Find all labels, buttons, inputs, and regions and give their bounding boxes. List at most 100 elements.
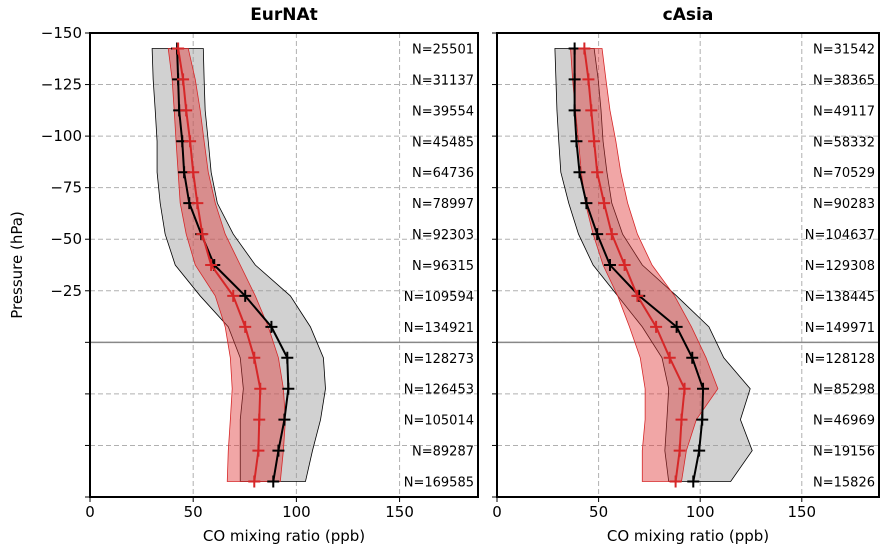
- y-axis-label: Pressure (hPa): [8, 211, 26, 319]
- mean-marker: [582, 73, 595, 86]
- sample-count: N=39554: [412, 104, 474, 119]
- mean-marker: [187, 166, 200, 179]
- mean-marker: [591, 228, 604, 241]
- sample-count: N=149971: [805, 321, 875, 336]
- mean-marker: [177, 73, 190, 86]
- sample-count: N=25501: [412, 42, 474, 57]
- mean-marker: [696, 413, 709, 426]
- sample-count: N=89287: [412, 445, 474, 460]
- mean-marker: [678, 382, 691, 395]
- axes-frame: [496, 32, 880, 498]
- mean-marker: [191, 197, 204, 210]
- x-tick-label: 0: [85, 503, 95, 521]
- sample-count: N=85298: [813, 383, 875, 398]
- y-tick-label: −75: [50, 179, 82, 197]
- mean-marker: [239, 320, 252, 333]
- mean-marker: [588, 135, 601, 148]
- mean-marker: [205, 259, 218, 271]
- mean-marker: [239, 289, 252, 302]
- sample-count: N=15826: [813, 476, 875, 491]
- sample-count: N=38365: [813, 73, 875, 88]
- mean-marker: [675, 413, 688, 426]
- sample-count: N=96315: [412, 259, 474, 274]
- sample-count: N=45485: [412, 135, 474, 150]
- y-tick-label: −100: [41, 127, 82, 145]
- x-axis-label: CO mixing ratio (ppb): [203, 527, 365, 545]
- sample-count: N=31137: [412, 73, 474, 88]
- mean-marker: [248, 351, 261, 364]
- mean-marker: [254, 382, 267, 395]
- mean-marker: [687, 475, 700, 488]
- mean-marker: [693, 444, 706, 457]
- sample-count: N=70529: [813, 166, 875, 181]
- mean-marker: [272, 444, 285, 457]
- mean-marker: [172, 42, 185, 55]
- sample-count: N=134921: [404, 321, 474, 336]
- sample-count: N=49117: [813, 104, 875, 119]
- sample-count: N=109594: [404, 290, 474, 305]
- spread-band: [570, 48, 719, 482]
- sample-count: N=58332: [813, 135, 875, 150]
- mean-marker: [580, 197, 593, 210]
- mean-marker: [618, 259, 631, 271]
- y-tick-label: −150: [41, 24, 82, 42]
- sample-count: N=138445: [805, 290, 875, 305]
- mean-marker: [267, 475, 280, 488]
- mean-marker: [265, 320, 278, 333]
- mean-marker: [585, 104, 598, 117]
- mean-marker: [573, 166, 586, 179]
- y-tick-label: −50: [50, 230, 82, 248]
- mean-marker: [568, 73, 581, 86]
- mean-marker: [669, 475, 682, 488]
- mean-marker: [278, 413, 291, 426]
- y-tick-label: −125: [41, 76, 82, 94]
- mean-marker: [631, 289, 644, 302]
- mean-marker: [253, 413, 266, 426]
- sample-count: N=64736: [412, 166, 474, 181]
- sample-count: N=128273: [404, 352, 474, 367]
- mean-marker: [673, 444, 686, 457]
- panel-title: cAsia: [663, 5, 714, 25]
- axes-frame: [89, 32, 479, 498]
- mean-marker: [227, 289, 240, 302]
- mean-marker: [578, 42, 591, 55]
- mean-marker: [598, 197, 611, 210]
- mean-marker: [568, 104, 581, 117]
- sample-count: N=129308: [805, 259, 875, 274]
- mean-marker: [686, 351, 699, 364]
- mean-marker: [670, 320, 683, 333]
- sample-count: N=31542: [813, 42, 875, 57]
- x-tick-label: 50: [184, 503, 203, 521]
- x-tick-label: 150: [385, 503, 414, 521]
- sample-count: N=92303: [412, 228, 474, 243]
- mean-marker: [591, 166, 604, 179]
- x-tick-label: 50: [589, 503, 608, 521]
- mean-marker: [605, 228, 618, 241]
- sample-count: N=104637: [805, 228, 875, 243]
- x-tick-label: 100: [282, 503, 311, 521]
- sample-count: N=126453: [404, 383, 474, 398]
- mean-marker: [248, 475, 261, 488]
- x-tick-label: 150: [787, 503, 816, 521]
- mean-marker: [180, 104, 193, 117]
- y-tick-label: −25: [50, 282, 82, 300]
- sample-count: N=19156: [813, 445, 875, 460]
- sample-count: N=78997: [412, 197, 474, 212]
- sample-count: N=169585: [404, 476, 474, 491]
- mean-marker: [603, 259, 616, 271]
- sample-count: N=46969: [813, 414, 875, 429]
- mean-marker: [570, 135, 583, 148]
- mean-marker: [282, 382, 295, 395]
- mean-marker: [697, 382, 710, 395]
- sample-count: N=90283: [813, 197, 875, 212]
- x-tick-label: 0: [492, 503, 502, 521]
- sample-count: N=105014: [404, 414, 474, 429]
- mean-marker: [252, 444, 265, 457]
- mean-marker: [650, 320, 663, 333]
- mean-marker: [281, 351, 294, 364]
- mean-marker: [184, 135, 197, 148]
- sample-count: N=128128: [805, 352, 875, 367]
- mean-marker: [663, 351, 676, 364]
- mean-marker: [196, 228, 209, 241]
